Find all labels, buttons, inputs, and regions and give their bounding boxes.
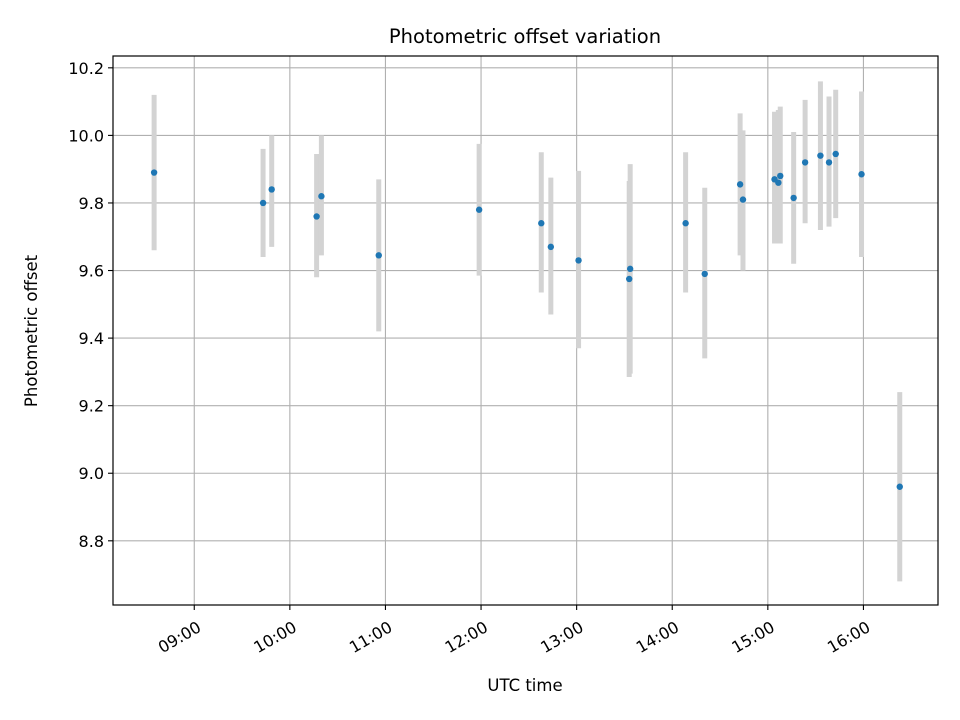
y-axis-label: Photometric offset	[22, 254, 41, 407]
data-point	[682, 220, 689, 227]
data-point	[475, 206, 483, 213]
plot-area-frame	[112, 55, 939, 606]
data-point	[736, 181, 744, 188]
data-point	[547, 243, 555, 251]
data-points	[150, 150, 903, 490]
data-point	[626, 265, 634, 273]
y-tick-label: 9.0	[79, 464, 104, 483]
y-tick-label: 9.8	[79, 194, 104, 213]
y-tick-label: 10.0	[68, 126, 104, 145]
data-point	[896, 483, 903, 490]
y-tick-label: 9.6	[79, 262, 104, 281]
data-point	[801, 159, 809, 166]
x-axis-label: UTC time	[487, 676, 562, 695]
y-tick-label: 8.8	[79, 532, 104, 551]
data-point	[268, 186, 275, 193]
data-point	[739, 196, 747, 203]
y-tick-label: 9.2	[79, 397, 104, 416]
data-point	[575, 257, 582, 264]
data-point	[858, 171, 865, 178]
data-point	[817, 152, 824, 159]
y-axis-ticks: 8.8 9.0 9.2 9.4 9.6 9.8 10.0 10.2	[68, 59, 113, 551]
data-point	[775, 179, 782, 186]
data-point	[538, 220, 545, 227]
data-point	[375, 252, 382, 259]
chart-title: Photometric offset variation	[389, 25, 661, 48]
data-point	[259, 199, 267, 207]
data-point	[318, 193, 325, 200]
y-tick-label: 10.2	[68, 59, 104, 78]
data-point	[790, 194, 797, 202]
data-point	[626, 275, 633, 283]
data-point	[701, 270, 708, 278]
data-point	[832, 150, 839, 158]
data-point	[825, 159, 833, 166]
data-point	[777, 172, 784, 180]
data-point	[150, 169, 158, 176]
data-point	[313, 213, 320, 220]
y-tick-label: 9.4	[79, 329, 104, 348]
